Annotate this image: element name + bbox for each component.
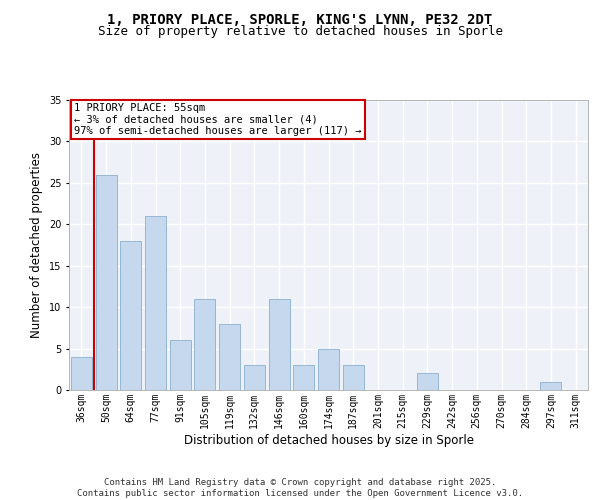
Bar — [541, 382, 562, 390]
Bar — [120, 241, 141, 390]
Text: Size of property relative to detached houses in Sporle: Size of property relative to detached ho… — [97, 25, 503, 38]
Bar — [170, 340, 191, 390]
Bar — [219, 324, 240, 390]
Text: 1 PRIORY PLACE: 55sqm
← 3% of detached houses are smaller (4)
97% of semi-detach: 1 PRIORY PLACE: 55sqm ← 3% of detached h… — [74, 103, 362, 136]
Bar — [95, 174, 116, 390]
Bar — [269, 299, 290, 390]
Bar — [194, 299, 215, 390]
Y-axis label: Number of detached properties: Number of detached properties — [31, 152, 43, 338]
Bar — [145, 216, 166, 390]
X-axis label: Distribution of detached houses by size in Sporle: Distribution of detached houses by size … — [184, 434, 473, 446]
Bar — [244, 365, 265, 390]
Bar — [318, 348, 339, 390]
Bar — [343, 365, 364, 390]
Bar — [71, 357, 92, 390]
Bar — [293, 365, 314, 390]
Bar — [417, 374, 438, 390]
Text: 1, PRIORY PLACE, SPORLE, KING'S LYNN, PE32 2DT: 1, PRIORY PLACE, SPORLE, KING'S LYNN, PE… — [107, 12, 493, 26]
Text: Contains HM Land Registry data © Crown copyright and database right 2025.
Contai: Contains HM Land Registry data © Crown c… — [77, 478, 523, 498]
